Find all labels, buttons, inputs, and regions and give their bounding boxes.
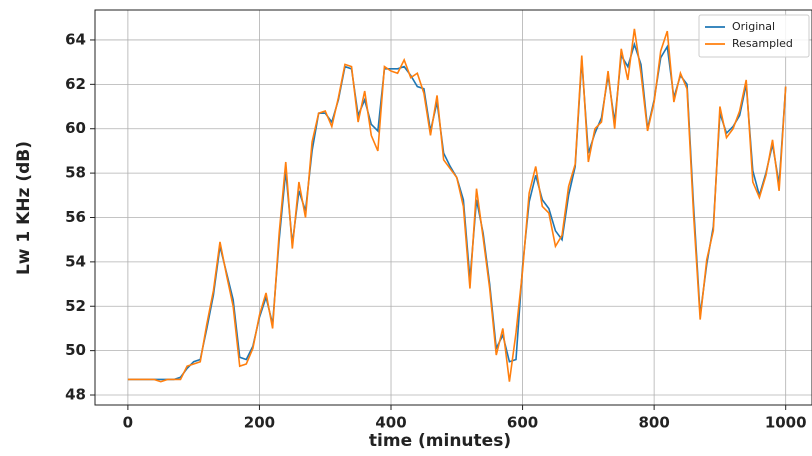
x-tick-label: 0 [123,414,133,432]
y-tick-label: 56 [65,208,86,226]
x-tick-label: 800 [638,414,669,432]
legend-label: Original [732,20,775,33]
y-tick-label: 54 [65,252,86,270]
y-tick-label: 58 [65,164,86,182]
x-axis-label: time (minutes) [369,431,511,451]
y-tick-label: 48 [65,386,86,404]
legend-box [698,14,810,58]
x-tick-label: 1000 [765,414,807,432]
y-tick-label: 64 [65,30,86,48]
y-tick-label: 60 [65,119,86,137]
line [127,28,787,383]
y-tick-label: 62 [65,75,86,93]
x-tick-label: 200 [244,414,275,432]
plot-frame [94,9,812,406]
y-axis-label: Lw 1 KHz (dB) [14,141,34,275]
legend-label: Resampled [732,37,793,50]
x-tick-label: 600 [507,414,538,432]
y-tick-label: 52 [65,297,86,315]
y-tick-label: 50 [65,341,86,359]
x-tick-label: 400 [375,414,406,432]
